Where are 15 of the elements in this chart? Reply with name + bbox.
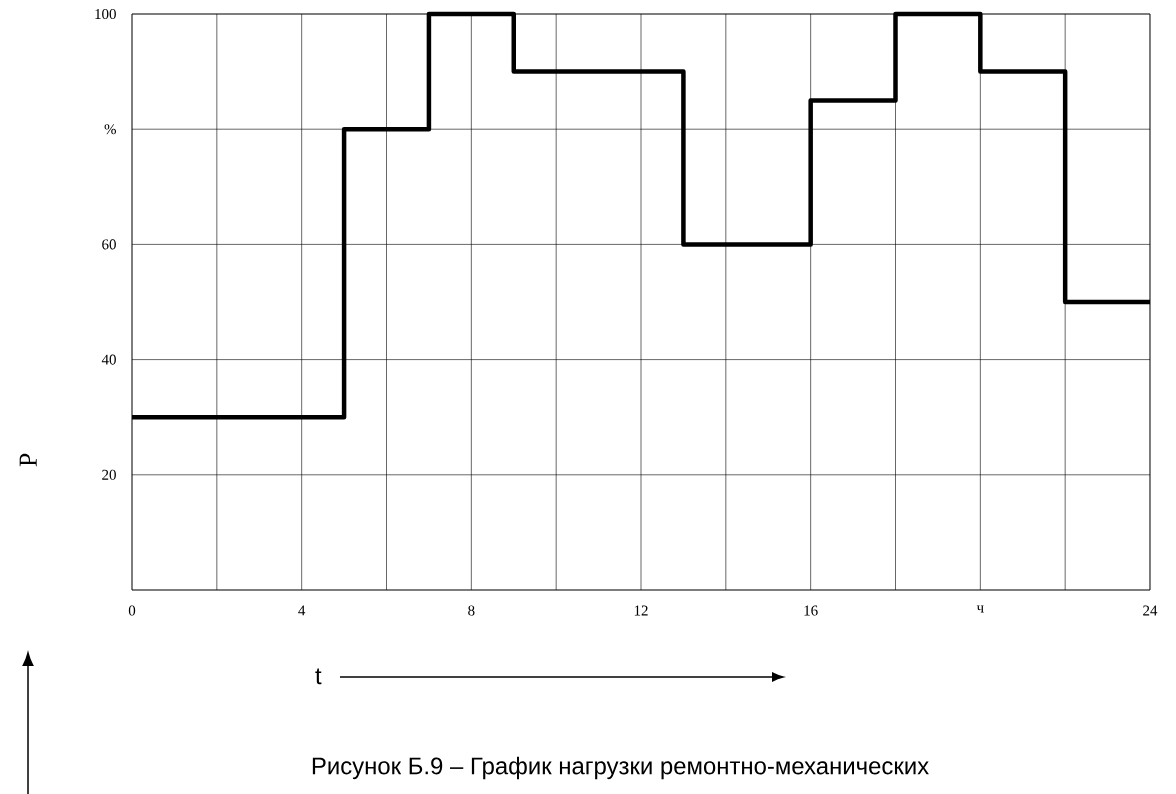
y-tick-label: 40 [101,354,116,365]
x-tick-label: 24 [1143,605,1158,616]
y-tick-label: 20 [102,469,116,480]
y-tick-label: % [104,124,116,135]
x-tick-label: 8 [468,605,475,616]
x-tick-label: ч [976,605,984,613]
text: Рисунок Б.9 – График нагрузки ремонтно-механических [312,756,929,780]
y-axis-title: P [19,453,37,467]
x-tick-label: 4 [298,605,306,616]
x-tick-label: 12 [634,605,648,616]
y-tick-label: 100 [95,8,116,20]
x-axis-title: t [315,668,322,685]
x-tick-label: 0 [128,605,136,616]
x-tick-label: 16 [804,605,818,616]
y-tick-label: 60 [102,239,116,250]
